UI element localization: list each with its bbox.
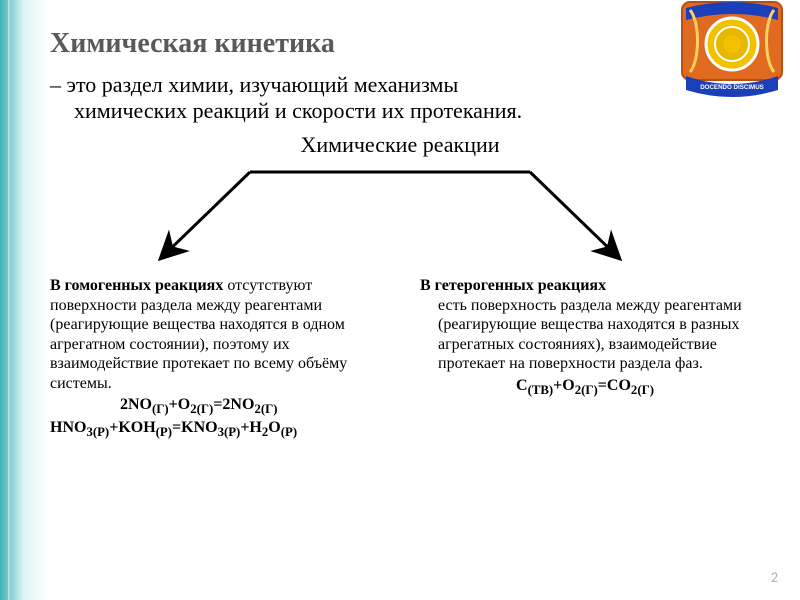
heterogeneous-heading: В гетерогенных реакциях: [420, 277, 606, 294]
branch-arrows: [120, 164, 680, 274]
equation-2: HNO3(Р)+KOH(Р)=KNO3(Р)+H2O(Р): [50, 419, 297, 436]
intro-text: – это раздел химии, изучающий механизмы …: [50, 72, 610, 124]
equation-3: C(ТВ)+O2(Г)=CO2(Г): [516, 377, 654, 394]
institution-emblem: DOCENDO DISCIMUS: [672, 0, 792, 100]
page-title: Химическая кинетика: [50, 28, 335, 60]
equation-1: 2NO(Г)+O2(Г)=2NO2(Г): [120, 396, 278, 413]
ribbon-text: DOCENDO DISCIMUS: [700, 84, 764, 91]
heterogeneous-column: В гетерогенных реакциях есть поверхность…: [420, 276, 750, 398]
heterogeneous-equations: C(ТВ)+O2(Г)=CO2(Г): [420, 376, 750, 399]
left-accent-strip: [8, 0, 11, 600]
homogeneous-heading: В гомогенных реакциях: [50, 277, 223, 294]
heterogeneous-body: есть поверхность раздела между реагентам…: [420, 296, 750, 374]
intro-line2: химических реакций и скорости их протека…: [50, 98, 522, 123]
intro-line1: – это раздел химии, изучающий механизмы: [50, 72, 458, 97]
homogeneous-body: отсутствуют поверхности раздела между ре…: [50, 277, 347, 392]
page-number: 2: [771, 569, 778, 586]
homogeneous-column: В гомогенных реакциях отсутствуют поверх…: [50, 276, 390, 441]
reactions-subtitle: Химические реакции: [0, 132, 800, 158]
homogeneous-equations: 2NO(Г)+O2(Г)=2NO2(Г) HNO3(Р)+KOH(Р)=KNO3…: [50, 395, 390, 441]
